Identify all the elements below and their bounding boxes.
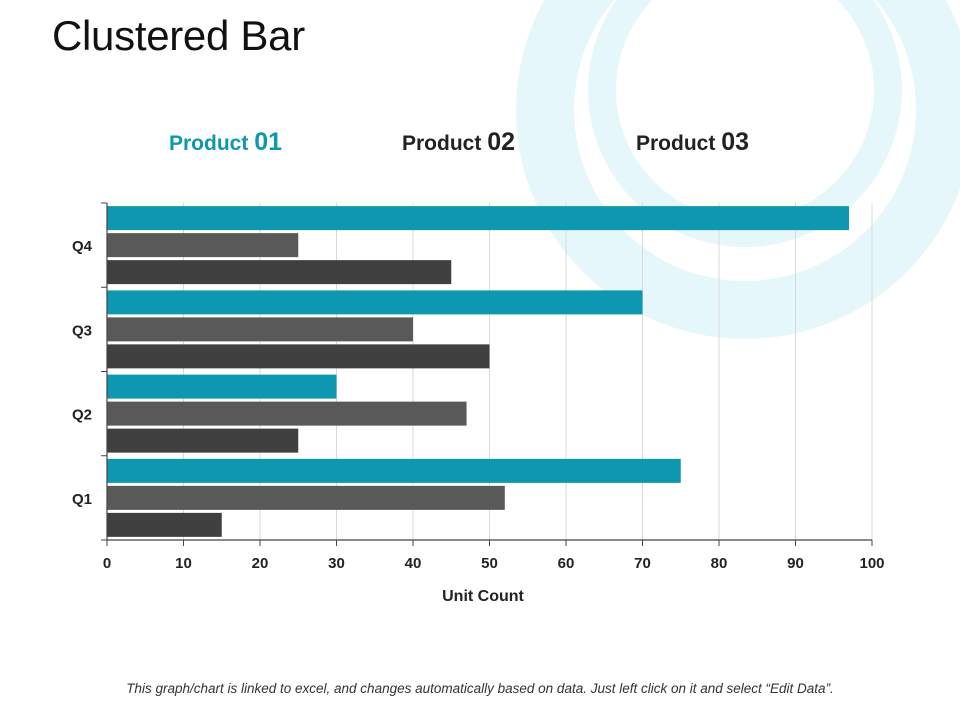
x-axis-title: Unit Count [442,588,524,605]
x-tick-label-0: 0 [103,555,111,572]
bar-q1-series-1 [107,458,681,483]
decor-ring-outer [516,0,960,339]
bar-q2-series-2 [107,401,467,426]
y-tick-label-q3: Q3 [72,322,92,339]
x-tick-label-70: 70 [634,555,651,572]
bar-q3-series-2 [107,317,413,342]
y-tick-label-q1: Q1 [72,491,92,508]
x-tick-label-90: 90 [787,555,804,572]
legend-label: Product [636,132,716,155]
legend-item-product-03: Product 03 [636,128,749,157]
legend-item-product-02: Product 02 [402,128,515,157]
bar-q3-series-1 [107,290,643,315]
bar-q2-series-3 [107,428,299,453]
x-tick-label-60: 60 [558,555,575,572]
legend-number: 02 [487,128,515,156]
x-tick-label-80: 80 [711,555,728,572]
legend-number: 01 [254,128,282,156]
x-tick-label-50: 50 [481,555,498,572]
bar-q2-series-1 [107,374,337,399]
legend-label: Product [169,132,249,155]
bar-q3-series-3 [107,344,490,369]
legend-number: 03 [721,128,749,156]
y-tick-label-q2: Q2 [72,407,92,424]
decor-ring-inner [588,0,902,247]
x-tick-label-20: 20 [252,555,269,572]
bar-q1-series-3 [107,512,222,537]
x-tick-label-40: 40 [405,555,422,572]
legend-item-product-01: Product 01 [169,128,282,157]
y-tick-label-q4: Q4 [72,238,93,255]
bar-q4-series-3 [107,260,452,285]
legend-label: Product [402,132,482,155]
bar-q1-series-2 [107,485,505,510]
x-tick-label-100: 100 [859,555,884,572]
footnote: This graph/chart is linked to excel, and… [126,681,834,696]
slide-title: Clustered Bar [52,12,305,59]
x-tick-label-30: 30 [328,555,345,572]
bar-q4-series-2 [107,233,299,258]
x-tick-label-10: 10 [175,555,192,572]
bar-q4-series-1 [107,206,850,231]
